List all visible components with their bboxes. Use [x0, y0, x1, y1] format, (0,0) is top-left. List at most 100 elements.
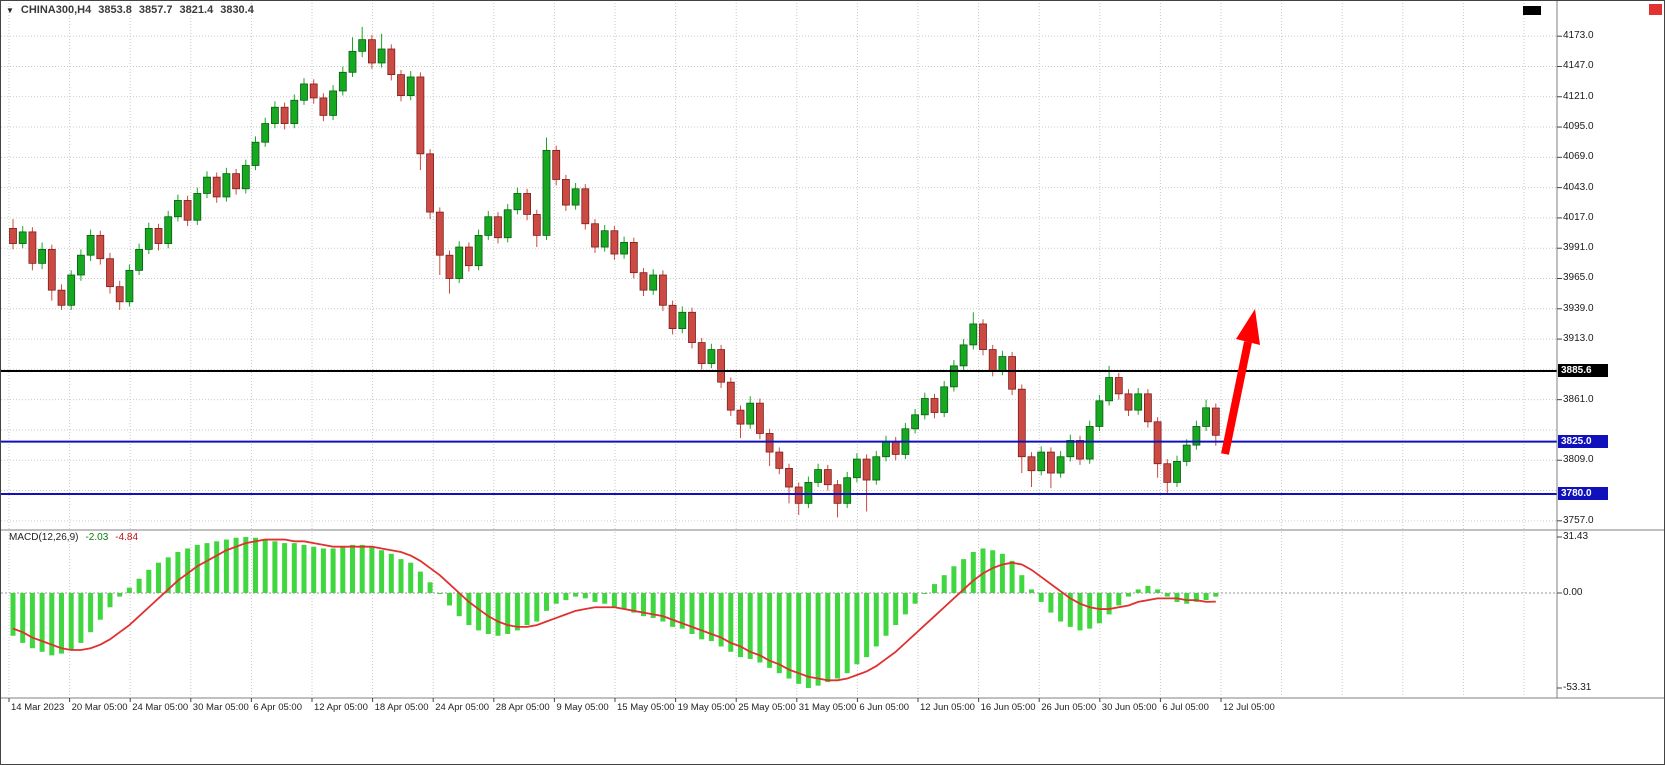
price-badge: 3780.0 [1558, 487, 1608, 501]
trend-arrow-shaft[interactable] [1221, 341, 1252, 455]
candle-down [1153, 421, 1162, 465]
macd-histogram-bar [990, 550, 996, 593]
macd-histogram-bar [708, 593, 714, 642]
candle-up [125, 269, 134, 303]
macd-tick-label: 31.43 [1563, 530, 1589, 542]
macd-histogram-bar [1135, 589, 1141, 593]
macd-histogram-bar [20, 593, 26, 643]
macd-histogram-bar [1048, 593, 1054, 613]
candle-down [232, 173, 241, 190]
macd-histogram-bar [670, 593, 676, 627]
candle-down [319, 97, 328, 116]
price-tick-label: 4017.0 [1563, 211, 1594, 223]
macd-histogram-bar [1213, 593, 1219, 597]
candle-down [979, 323, 987, 350]
candle-down [581, 188, 590, 225]
macd-histogram-bar [796, 593, 802, 684]
macd-histogram-bar [29, 593, 35, 649]
candle-down [47, 248, 56, 291]
macd-histogram-bar [815, 593, 821, 686]
macd-histogram-bar [447, 593, 452, 606]
macd-histogram-bar [59, 593, 64, 654]
candle-up [484, 216, 493, 236]
candle-down [445, 254, 454, 279]
macd-histogram-bar [379, 550, 385, 593]
time-tick-label: 9 May 05:00 [556, 702, 609, 713]
symbol-dropdown-icon[interactable]: ▼ [6, 5, 14, 15]
candle-down [183, 200, 192, 221]
trend-arrow-head[interactable] [1236, 309, 1260, 345]
candle-up [300, 83, 308, 101]
candle-up [1056, 456, 1065, 474]
macd-histogram-bar [573, 593, 579, 597]
macd-histogram-bar [466, 593, 472, 626]
candle-down [426, 153, 435, 213]
candle-down [106, 258, 114, 288]
macd-histogram-bar [185, 548, 191, 593]
macd-histogram-bar [1009, 560, 1015, 593]
macd-histogram-bar [728, 593, 734, 652]
candle-down [28, 231, 37, 264]
macd-histogram-bar [214, 541, 220, 593]
macd-indicator-name: MACD(12,26,9) [9, 532, 79, 543]
candle-up [241, 165, 250, 190]
candle-down [154, 228, 163, 244]
candle-up [1066, 440, 1075, 458]
macd-histogram-bar [165, 557, 171, 593]
candle-down [1114, 377, 1123, 395]
macd-histogram-bar [534, 593, 540, 622]
time-tick-label: 12 Jul 05:00 [1223, 702, 1275, 713]
candle-down [717, 349, 725, 383]
candle-up [649, 274, 658, 291]
price-tick-label: 4173.0 [1563, 30, 1594, 42]
macd-histogram-bar [553, 593, 559, 604]
candle-up [1095, 400, 1104, 427]
time-tick-label: 6 Jun 05:00 [859, 702, 910, 713]
candle-up [377, 48, 386, 64]
price-tick-label: 4043.0 [1563, 181, 1594, 193]
macd-histogram-bar [699, 593, 705, 640]
macd-histogram-bar [320, 548, 326, 593]
candle-up [348, 50, 357, 73]
top-right-red-marker [1649, 4, 1662, 15]
macd-histogram-bar [1126, 593, 1131, 597]
candle-down [562, 179, 570, 206]
macd-histogram-bar [1193, 593, 1199, 602]
price-tick-label: 4095.0 [1563, 121, 1594, 133]
candle-down [1076, 440, 1084, 460]
macd-histogram-bar [505, 593, 511, 634]
candle-up [959, 344, 968, 367]
macd-histogram-bar [563, 593, 569, 601]
candle-up [600, 230, 609, 248]
time-tick-label: 6 Apr 05:00 [253, 702, 302, 713]
macd-histogram-bar [582, 593, 588, 599]
macd-histogram-bar [970, 552, 976, 593]
candle-down [610, 230, 619, 255]
candle-down [280, 106, 289, 124]
candle-up [455, 246, 464, 279]
candle-up [86, 234, 95, 256]
macd-histogram-bar [835, 593, 840, 679]
candle-up [814, 469, 822, 483]
macd-histogram-bar [233, 537, 239, 593]
candle-up [1134, 393, 1143, 411]
candle-up [620, 241, 628, 255]
candle-down [823, 469, 832, 486]
candle-up [77, 254, 85, 276]
macd-histogram-bar [786, 593, 792, 679]
macd-histogram-bar [641, 593, 646, 617]
macd-histogram-bar [243, 537, 249, 593]
macd-histogram-bar [408, 562, 414, 593]
candle-down [9, 228, 17, 244]
candle-down [1047, 451, 1055, 474]
macd-histogram-bar [156, 562, 161, 593]
price-badge: 3825.0 [1558, 434, 1608, 448]
candle-down [1027, 456, 1036, 472]
candle-up [804, 481, 813, 504]
candle-down [532, 214, 541, 236]
macd-histogram-bar [650, 593, 656, 618]
candle-down [659, 274, 667, 306]
candle-down [212, 176, 221, 198]
price-tick-label: 3991.0 [1563, 242, 1594, 254]
